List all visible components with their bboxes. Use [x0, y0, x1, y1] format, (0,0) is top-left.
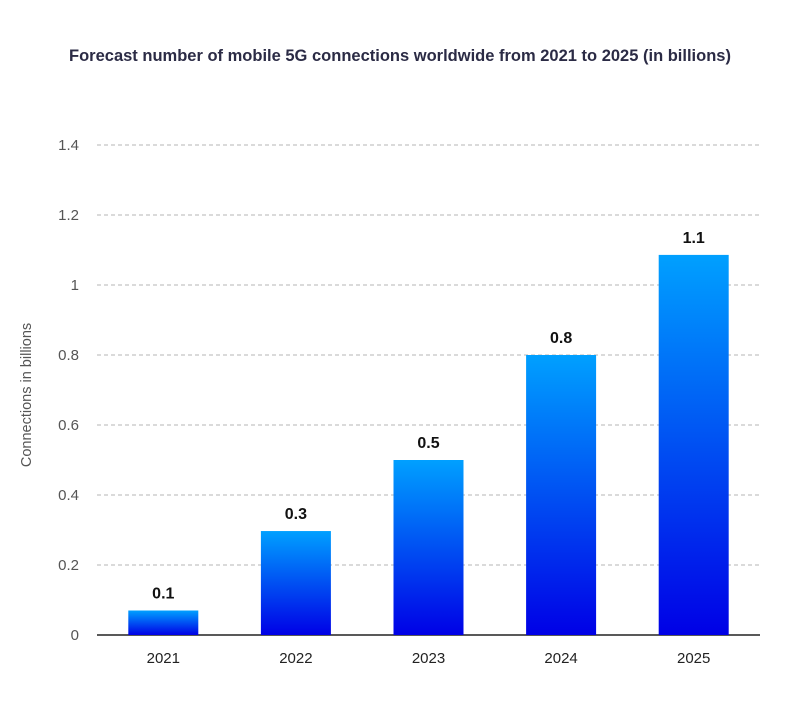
y-tick-label: 1.4 [58, 137, 79, 154]
data-label: 0.1 [152, 586, 174, 603]
bar-2024 [526, 355, 597, 635]
data-label: 0.5 [417, 435, 439, 452]
x-tick-label: 2022 [279, 650, 312, 667]
y-tick-label: 0 [71, 627, 79, 644]
data-label: 0.3 [285, 506, 307, 523]
bar-2022 [260, 531, 331, 635]
bar-2025 [658, 254, 729, 635]
x-tick-label: 2023 [412, 650, 445, 667]
x-tick-label: 2021 [147, 650, 180, 667]
data-label: 1.1 [683, 230, 705, 247]
y-axis-label: Connections in billions [19, 323, 35, 467]
x-tick-label: 2024 [544, 650, 577, 667]
bar-2023 [393, 460, 464, 635]
y-tick-label: 1.2 [58, 207, 79, 224]
y-tick-label: 0.6 [58, 417, 79, 434]
chart-title: Forecast number of mobile 5G connections… [69, 47, 731, 65]
y-tick-label: 0.8 [58, 347, 79, 364]
y-tick-label: 1 [71, 277, 79, 294]
bar-2021 [128, 610, 199, 635]
y-tick-label: 0.2 [58, 557, 79, 574]
data-label: 0.8 [550, 330, 572, 347]
x-tick-label: 2025 [677, 650, 710, 667]
y-tick-label: 0.4 [58, 487, 79, 504]
